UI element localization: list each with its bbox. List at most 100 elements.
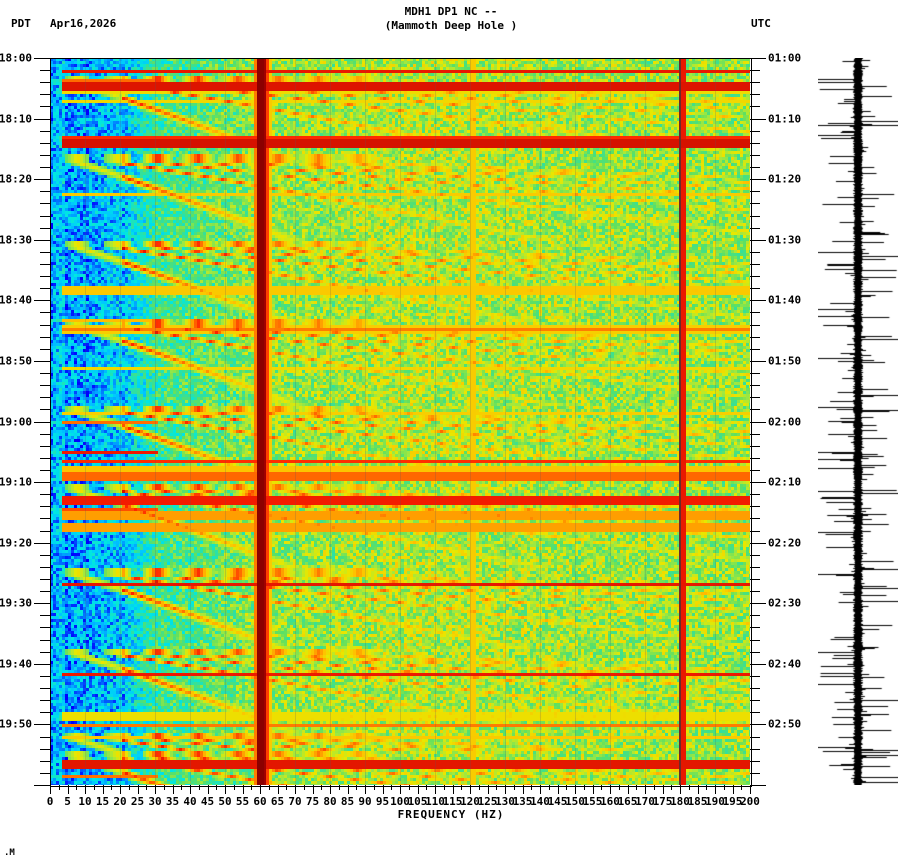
frequency-tick bbox=[207, 785, 209, 794]
frequency-label: 125 bbox=[477, 795, 498, 808]
frequency-label: 80 bbox=[323, 795, 337, 808]
frequency-axis: 0 5 10 15 20 25 30 35 40 45 50 55 60 65 70 75 80 85 90 95 10… bbox=[46, 785, 760, 825]
frequency-tick bbox=[408, 785, 410, 790]
utc-tick bbox=[750, 70, 760, 72]
frequency-tick bbox=[58, 785, 60, 790]
frequency-label: 165 bbox=[617, 795, 638, 808]
frequency-label: 55 bbox=[235, 795, 250, 808]
utc-tick bbox=[750, 167, 760, 169]
pdt-tick bbox=[40, 457, 50, 459]
frequency-tick bbox=[251, 785, 253, 790]
utc-tick bbox=[750, 324, 760, 326]
pdt-time-label: 19:10 bbox=[0, 475, 32, 489]
pdt-tick bbox=[34, 542, 50, 544]
frequency-tick bbox=[688, 785, 690, 790]
spectrogram-plot[interactable] bbox=[50, 58, 750, 785]
pdt-tick bbox=[40, 651, 50, 653]
frequency-tick bbox=[146, 785, 148, 790]
utc-tick bbox=[750, 373, 760, 375]
utc-tick bbox=[750, 566, 760, 568]
pdt-tick bbox=[40, 312, 50, 314]
pdt-tick bbox=[40, 772, 50, 774]
utc-tick bbox=[750, 530, 760, 532]
pdt-tick bbox=[40, 748, 50, 750]
frequency-tick bbox=[610, 785, 611, 794]
utc-time-label: 01:40 bbox=[768, 293, 802, 307]
pdt-tick bbox=[34, 179, 50, 181]
pdt-tick bbox=[40, 506, 50, 508]
frequency-tick bbox=[557, 785, 559, 794]
pdt-tick bbox=[40, 760, 50, 762]
utc-time-label: 01:20 bbox=[768, 172, 802, 186]
pdt-time-label: 19:50 bbox=[0, 717, 32, 731]
frequency-tick bbox=[128, 785, 130, 790]
pdt-tick bbox=[40, 397, 50, 399]
pdt-time-label: 19:00 bbox=[0, 415, 32, 428]
utc-tick bbox=[750, 360, 766, 362]
pdt-tick bbox=[40, 373, 50, 375]
utc-tick bbox=[750, 579, 760, 581]
frequency-label: 95 bbox=[375, 795, 390, 808]
utc-tick bbox=[750, 639, 760, 641]
pdt-tick bbox=[40, 70, 50, 72]
pdt-tick bbox=[40, 385, 50, 387]
utc-time-label: 02:10 bbox=[768, 475, 802, 489]
pdt-tick bbox=[40, 324, 50, 326]
frequency-tick bbox=[461, 785, 463, 790]
utc-tick bbox=[750, 627, 760, 629]
pdt-tick bbox=[40, 348, 50, 350]
utc-time-label: 01:30 bbox=[768, 233, 802, 247]
frequency-tick bbox=[522, 785, 524, 794]
frequency-tick bbox=[268, 785, 270, 790]
frequency-label: 85 bbox=[340, 795, 355, 808]
utc-tick bbox=[750, 288, 760, 290]
pdt-tick bbox=[40, 227, 50, 229]
pdt-tick bbox=[40, 566, 50, 568]
frequency-tick bbox=[697, 785, 699, 794]
frequency-label: 25 bbox=[130, 795, 145, 808]
utc-tick bbox=[750, 348, 760, 350]
frequency-tick bbox=[242, 785, 244, 794]
utc-tick bbox=[750, 118, 766, 120]
pdt-tick bbox=[34, 421, 50, 423]
pdt-tick bbox=[34, 482, 50, 484]
utc-tick bbox=[750, 482, 766, 484]
pdt-tick bbox=[40, 215, 50, 217]
frequency-tick bbox=[680, 785, 681, 794]
frequency-tick bbox=[478, 785, 480, 790]
header-timezone-right: UTC bbox=[751, 17, 771, 30]
frequency-label: 40 bbox=[183, 795, 197, 808]
frequency-tick bbox=[330, 785, 331, 794]
utc-tick bbox=[750, 675, 760, 677]
utc-tick bbox=[750, 82, 760, 84]
frequency-label: 100 bbox=[390, 795, 410, 808]
utc-tick bbox=[750, 445, 760, 447]
frequency-label: 185 bbox=[687, 795, 708, 808]
pdt-tick bbox=[40, 554, 50, 556]
frequency-tick bbox=[137, 785, 139, 794]
frequency-tick bbox=[505, 785, 506, 794]
frequency-tick bbox=[715, 785, 716, 794]
frequency-label: 50 bbox=[218, 795, 232, 808]
frequency-tick bbox=[583, 785, 585, 790]
frequency-axis-label: FREQUENCY (HZ) bbox=[397, 808, 505, 821]
utc-tick bbox=[750, 421, 766, 423]
frequency-label: 175 bbox=[652, 795, 673, 808]
pdt-time-label: 19:20 bbox=[0, 536, 32, 550]
utc-tick bbox=[750, 385, 760, 387]
frequency-tick bbox=[400, 785, 401, 794]
pdt-tick bbox=[40, 591, 50, 593]
pdt-tick bbox=[40, 142, 50, 144]
pdt-time-label: 19:30 bbox=[0, 596, 32, 610]
utc-tick bbox=[750, 506, 760, 508]
frequency-tick bbox=[618, 785, 620, 790]
pdt-tick bbox=[40, 736, 50, 738]
frequency-tick bbox=[592, 785, 594, 794]
frequency-tick bbox=[566, 785, 568, 790]
frequency-label: 0 bbox=[46, 795, 54, 808]
utc-tick bbox=[750, 336, 760, 338]
utc-tick bbox=[750, 494, 760, 496]
utc-tick bbox=[750, 542, 766, 544]
utc-tick bbox=[750, 772, 760, 774]
frequency-tick bbox=[190, 785, 191, 794]
